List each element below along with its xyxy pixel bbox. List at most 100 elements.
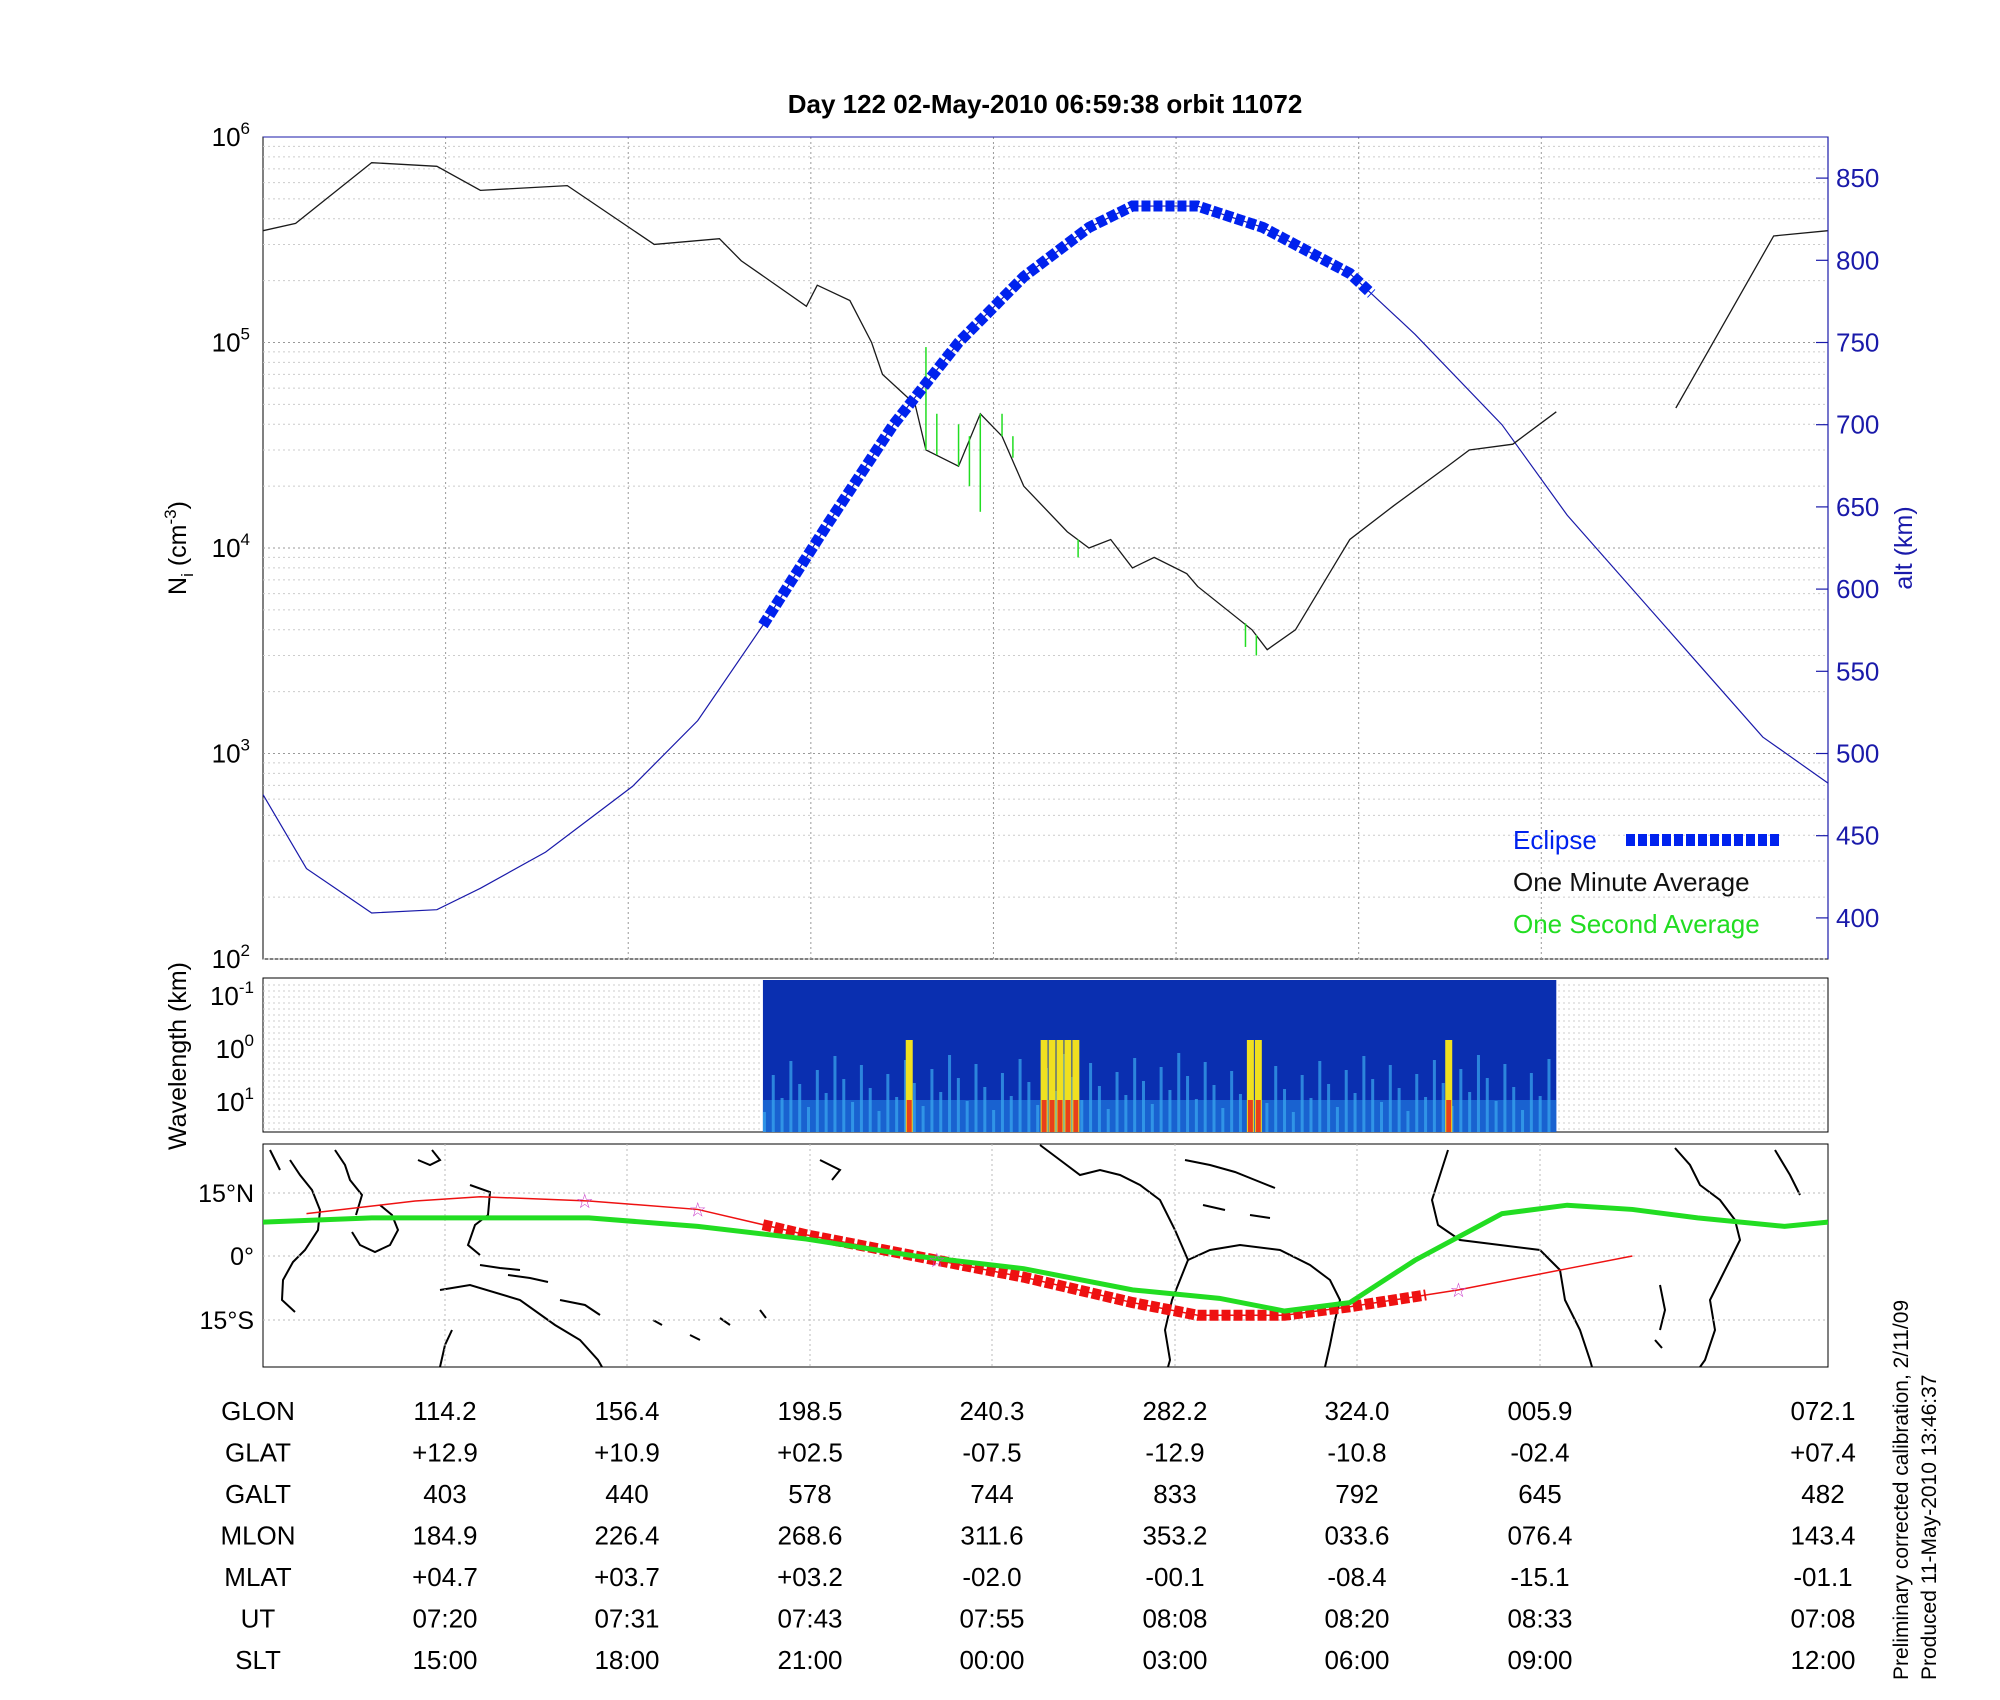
spectrogram-streak — [1080, 1100, 1084, 1132]
ground-track-panel: ☆ ☆ ☆ ☆ 15°N 0° 15°S — [198, 1143, 1829, 1368]
spectrogram-streak — [1318, 1061, 1322, 1132]
wavelength-axis-label: Wavelength (km) — [164, 962, 192, 1150]
spectrogram-streak — [1141, 1081, 1145, 1132]
spectrogram-streak — [921, 1106, 925, 1132]
spectrogram-streak — [1344, 1070, 1348, 1132]
altitude-axis-label: alt (km) — [1890, 506, 1918, 589]
altitude-tick-label: 500 — [1836, 739, 1879, 769]
tick-exp: 1 — [245, 1084, 254, 1103]
spectrogram-hot-column — [1064, 1040, 1072, 1132]
density-tick-label: 104 — [212, 530, 250, 563]
footnote-calibration: Preliminary corrected calibration, 2/11/… — [1890, 1300, 1913, 1680]
table-row-label: MLAT — [224, 1562, 292, 1592]
lat-label-15s: 15°S — [200, 1307, 254, 1335]
table-cell: 156.4 — [594, 1396, 659, 1426]
table-cell: -02.0 — [962, 1562, 1021, 1592]
table-cell: 06:00 — [1324, 1645, 1389, 1675]
altitude-y-axis: 400 450 500 550 600 650 700 750 800 850 — [1816, 163, 1879, 933]
table-cell: 792 — [1335, 1479, 1378, 1509]
spectrogram-streak — [1027, 1082, 1031, 1132]
table-cell: 08:33 — [1507, 1604, 1572, 1634]
tick-base: 10 — [212, 122, 241, 152]
table-cell: 184.9 — [412, 1521, 477, 1551]
spectrogram-streak — [1168, 1090, 1172, 1132]
spectrogram-hot-core — [1057, 1100, 1063, 1132]
table-cell: -08.4 — [1327, 1562, 1386, 1592]
legend-minute-average: One Minute Average — [1513, 867, 1750, 897]
ground-track-green — [263, 1202, 1828, 1314]
spectrogram-streak — [1291, 1112, 1295, 1132]
spectrogram-streak — [1018, 1059, 1022, 1132]
spectrogram-streak — [1097, 1086, 1101, 1132]
spectrogram-hot-column — [1246, 1040, 1254, 1132]
svg-text:Ni (cm-3): Ni (cm-3) — [161, 501, 197, 595]
spectrogram-streak — [1538, 1096, 1542, 1132]
tick-exp: -1 — [239, 978, 254, 997]
table-cell: 744 — [970, 1479, 1013, 1509]
spectrogram-low-band — [762, 1100, 1557, 1132]
spectrogram-streak — [1529, 1073, 1533, 1132]
spectrogram-streak — [1221, 1108, 1225, 1132]
panel2-grid — [263, 984, 1828, 1130]
spectrogram-streak — [1424, 1097, 1428, 1132]
track-markers: ☆ ☆ ☆ ☆ — [576, 1191, 1468, 1302]
spectrogram-streak — [771, 1075, 775, 1132]
tick-exp: 0 — [245, 1031, 254, 1050]
table-row-label: UT — [241, 1604, 276, 1634]
spectrogram-streak — [1432, 1060, 1436, 1132]
altitude-tick-label: 550 — [1836, 656, 1879, 686]
table-cell: 240.3 — [959, 1396, 1024, 1426]
spectrogram-streak — [912, 1083, 916, 1132]
tick-exp: 2 — [241, 941, 250, 960]
spectrogram-streak — [1265, 1103, 1269, 1132]
spectrogram-streak — [1009, 1096, 1013, 1132]
density-axis-label: Ni (cm-3) — [161, 501, 197, 595]
table-row-label: GLON — [221, 1396, 295, 1426]
spectrogram-streak — [1133, 1058, 1137, 1132]
table-cell: 324.0 — [1324, 1396, 1389, 1426]
spectrogram-streak — [842, 1079, 846, 1132]
lat-label-0: 0° — [230, 1243, 254, 1271]
wavelength-tick-label: 101 — [216, 1084, 254, 1117]
spectrogram-streak — [798, 1084, 802, 1132]
spectrogram-streak — [1309, 1098, 1313, 1132]
table-cell: 482 — [1801, 1479, 1844, 1509]
table-cell: 226.4 — [594, 1521, 659, 1551]
spectrogram-streak — [1274, 1066, 1278, 1132]
spectrogram-streak — [992, 1110, 996, 1132]
spectrogram-streak — [1327, 1084, 1331, 1132]
spectrogram-hot-column — [1056, 1040, 1064, 1132]
legend-second-average: One Second Average — [1513, 909, 1760, 939]
table-cell: 282.2 — [1142, 1396, 1207, 1426]
table-cell: 00:00 — [959, 1645, 1024, 1675]
spectrogram-streak — [1283, 1089, 1287, 1132]
legend-eclipse: Eclipse — [1513, 825, 1597, 855]
table-cell: 12:00 — [1790, 1645, 1855, 1675]
altitude-tick-label: 600 — [1836, 574, 1879, 604]
spectrogram-hot-column — [1445, 1040, 1453, 1132]
altitude-tick-label: 850 — [1836, 163, 1879, 193]
tick-base: 10 — [216, 1087, 245, 1117]
spectrogram-hot-core — [1255, 1100, 1261, 1132]
table-cell: 07:43 — [777, 1604, 842, 1634]
spectrogram-hot-column — [1040, 1040, 1048, 1132]
tick-base: 10 — [212, 739, 241, 769]
star-icon: ☆ — [689, 1199, 707, 1221]
spectrogram-streak — [1212, 1085, 1216, 1132]
spectrogram-streak — [1159, 1067, 1163, 1132]
table-cell: 403 — [423, 1479, 466, 1509]
table-cell: 07:20 — [412, 1604, 477, 1634]
panel1-grid — [263, 137, 1828, 960]
second-average-lines — [925, 347, 1258, 656]
table-row-label: GALT — [225, 1479, 291, 1509]
spectrogram-hot-core — [1247, 1100, 1253, 1132]
lat-label-15n: 15°N — [198, 1180, 254, 1208]
spectrogram-streak — [1238, 1094, 1242, 1132]
spectrogram-streak — [815, 1070, 819, 1132]
tick-exp: 3 — [241, 736, 250, 755]
table-cell: 07:08 — [1790, 1604, 1855, 1634]
table-cell: -12.9 — [1145, 1438, 1204, 1468]
wavelength-tick-label: 100 — [216, 1031, 254, 1064]
